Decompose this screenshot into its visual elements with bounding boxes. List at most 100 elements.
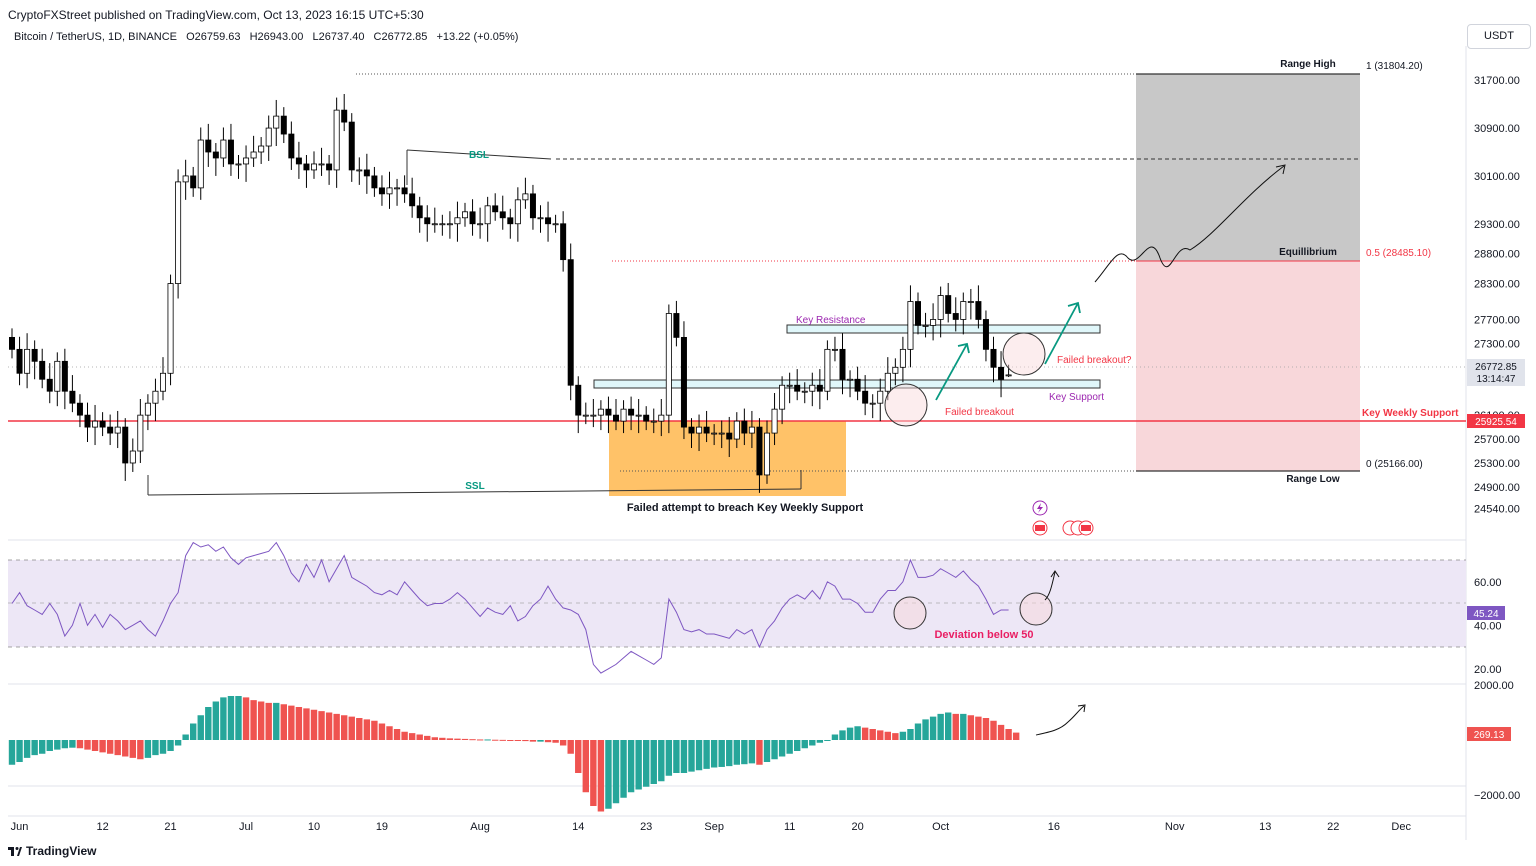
hist-bar[interactable] — [907, 729, 914, 740]
hist-bar[interactable] — [356, 718, 363, 740]
candle[interactable] — [333, 97, 340, 188]
hist-bar[interactable] — [174, 740, 182, 746]
candle[interactable] — [877, 378, 884, 422]
hist-bar[interactable] — [650, 740, 657, 784]
hist-bar[interactable] — [39, 740, 46, 754]
hist-bar[interactable] — [371, 720, 378, 740]
candle[interactable] — [741, 408, 748, 446]
hist-bar[interactable] — [975, 716, 982, 740]
hist-bar[interactable] — [997, 724, 1005, 740]
candle[interactable] — [250, 135, 257, 167]
hist-bar[interactable] — [839, 730, 846, 740]
hist-bar[interactable] — [529, 740, 537, 742]
hist-bar[interactable] — [401, 731, 408, 740]
candle[interactable] — [439, 214, 446, 236]
candle[interactable] — [31, 340, 38, 380]
candle[interactable] — [748, 410, 755, 449]
hist-bar[interactable] — [220, 697, 227, 740]
hist-bar[interactable] — [23, 740, 31, 758]
hist-bar[interactable] — [816, 740, 824, 743]
hist-bar[interactable] — [1005, 729, 1012, 740]
candle[interactable] — [235, 154, 242, 179]
candle[interactable] — [39, 348, 46, 389]
candle[interactable] — [386, 171, 393, 209]
hist-bar[interactable] — [484, 739, 491, 741]
candle[interactable] — [847, 370, 854, 398]
candle[interactable] — [658, 398, 665, 437]
price-axis[interactable]: 31700.00 30900.00 30100.00 29300.00 28800.00… — [1474, 75, 1520, 515]
candle[interactable] — [416, 196, 423, 233]
candle[interactable] — [854, 366, 861, 401]
hist-bar[interactable] — [612, 740, 620, 804]
hist-bar[interactable] — [937, 713, 944, 740]
candle[interactable] — [212, 143, 219, 176]
hist-bar[interactable] — [718, 740, 725, 767]
hist-bar[interactable] — [507, 740, 514, 741]
candle[interactable] — [590, 398, 597, 428]
hist-bar[interactable] — [741, 740, 748, 765]
candle[interactable] — [718, 420, 725, 449]
candle[interactable] — [363, 153, 370, 194]
candle[interactable] — [167, 274, 174, 386]
hist-bar[interactable] — [152, 740, 159, 756]
candle[interactable] — [499, 195, 506, 230]
candle[interactable] — [182, 159, 189, 200]
hist-bar[interactable] — [348, 716, 355, 740]
hist-bar[interactable] — [786, 740, 793, 754]
hist-bar[interactable] — [54, 740, 61, 750]
candle[interactable] — [824, 340, 831, 401]
hist-bar[interactable] — [952, 713, 959, 740]
candle[interactable] — [688, 418, 695, 449]
candle[interactable] — [899, 336, 906, 383]
candle[interactable] — [16, 336, 23, 386]
hist-bar[interactable] — [658, 740, 665, 782]
candle[interactable] — [628, 396, 635, 431]
candle[interactable] — [197, 127, 204, 200]
candle[interactable] — [620, 400, 627, 434]
candle[interactable] — [937, 286, 944, 338]
candle[interactable] — [454, 201, 461, 242]
hist-bar[interactable] — [431, 737, 438, 740]
hist-bar[interactable] — [227, 696, 235, 740]
hist-bar[interactable] — [922, 719, 929, 740]
candle[interactable] — [310, 151, 317, 179]
candle[interactable] — [643, 406, 650, 431]
hist-bar[interactable] — [182, 734, 189, 741]
candle[interactable] — [915, 292, 922, 335]
candle[interactable] — [930, 303, 937, 341]
candle[interactable] — [952, 297, 959, 332]
candle[interactable] — [144, 394, 151, 431]
candle[interactable] — [46, 363, 53, 404]
candle[interactable] — [152, 378, 159, 422]
candle[interactable] — [303, 154, 310, 188]
hist-bar[interactable] — [114, 740, 121, 756]
hist-bar[interactable] — [778, 740, 786, 757]
candle[interactable] — [122, 418, 129, 481]
hist-bar[interactable] — [559, 740, 567, 746]
hist-bar[interactable] — [869, 729, 876, 740]
hist-bar[interactable] — [273, 702, 280, 740]
candle[interactable] — [190, 166, 197, 197]
hist-bar[interactable] — [303, 708, 310, 740]
rsi-axis[interactable]: 60.00 40.00 20.00 — [1474, 577, 1502, 676]
candle[interactable] — [99, 412, 106, 437]
candle[interactable] — [243, 145, 250, 182]
candle[interactable] — [424, 205, 431, 242]
hist-bar[interactable] — [710, 740, 718, 768]
hist-bar[interactable] — [378, 723, 386, 741]
candle[interactable] — [431, 207, 438, 233]
hist-bar[interactable] — [280, 704, 287, 740]
candle[interactable] — [8, 328, 15, 359]
hist-bar[interactable] — [167, 740, 174, 751]
candle[interactable] — [522, 177, 529, 209]
hist-bar[interactable] — [84, 740, 91, 750]
hist-bar[interactable] — [794, 740, 801, 751]
candle[interactable] — [461, 202, 468, 227]
candle[interactable] — [529, 184, 536, 230]
hist-bar[interactable] — [945, 712, 952, 741]
candle[interactable] — [764, 420, 771, 484]
candle[interactable] — [84, 402, 91, 443]
hist-bar[interactable] — [590, 740, 597, 806]
us-flag-event-group-icon[interactable] — [1062, 520, 1094, 536]
hist-bar[interactable] — [824, 740, 831, 741]
